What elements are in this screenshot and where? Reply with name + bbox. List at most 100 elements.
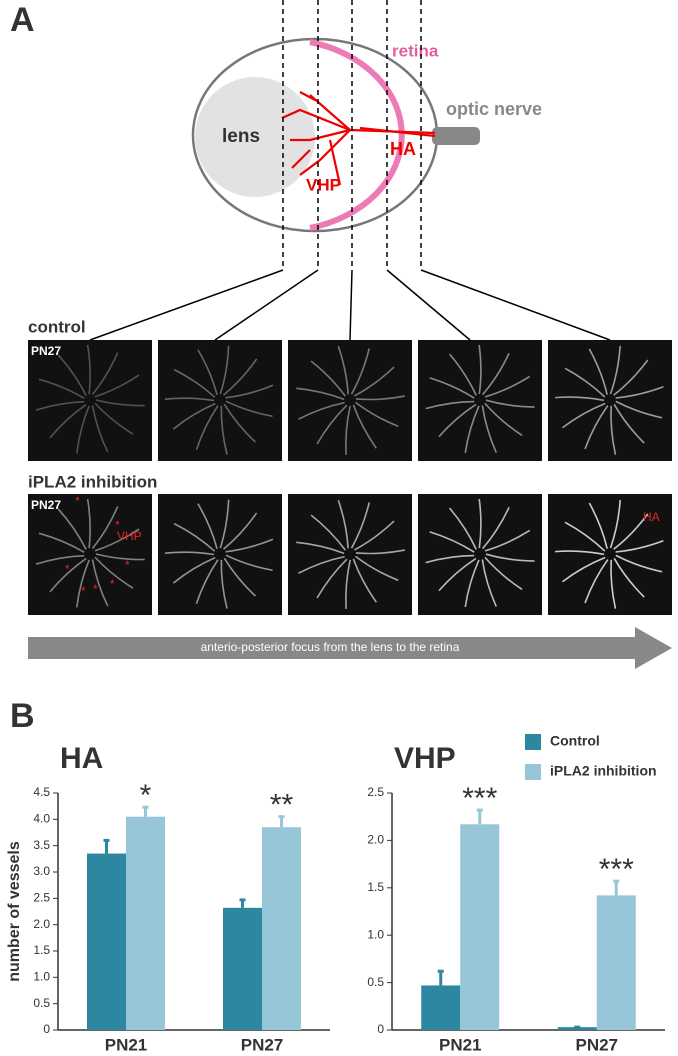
micrograph [158, 340, 282, 461]
y-tick-label: 2.0 [33, 917, 50, 931]
legend-swatch [525, 734, 541, 750]
vessel [35, 400, 85, 411]
focus-planes [282, 0, 422, 270]
vessels [281, 91, 436, 186]
y-tick-label: 1.0 [33, 970, 50, 984]
vessel [91, 559, 109, 607]
vessel [310, 514, 346, 551]
vessel [478, 498, 482, 549]
asterisks: * * * * * * * [65, 494, 130, 598]
vessel [355, 555, 399, 582]
vessel [57, 354, 87, 396]
chart-title: HA [60, 742, 103, 775]
bar [87, 853, 126, 1030]
vessel [95, 553, 145, 561]
vessel [220, 559, 228, 609]
vessel [164, 551, 215, 556]
micrograph [548, 340, 672, 461]
micrograph [288, 340, 412, 461]
vessel [350, 502, 371, 549]
vessel-pattern [296, 345, 406, 455]
vessel [91, 506, 119, 550]
vessel [219, 499, 230, 549]
vessel [345, 559, 351, 609]
y-tick-label: 4.5 [33, 785, 50, 799]
vessel [355, 401, 399, 428]
vessel [350, 348, 371, 395]
vessel [223, 403, 256, 443]
vessel [352, 404, 378, 449]
vessel [94, 556, 134, 589]
vessel-pattern [425, 344, 535, 454]
x-tick-label: PN27 [241, 1035, 284, 1054]
vessel [94, 374, 140, 398]
vessel [613, 359, 649, 396]
y-axis-label: number of vessels [6, 841, 23, 982]
vessel [588, 348, 608, 395]
vessel [615, 540, 664, 553]
vessel [554, 396, 605, 402]
vessel [613, 403, 645, 444]
significance: * [140, 779, 152, 812]
y-tick-label: 4.0 [33, 812, 50, 826]
y-tick-label: 0.5 [367, 975, 384, 989]
vessel [354, 520, 395, 551]
vessel [223, 358, 258, 396]
retina-label: retina [392, 41, 439, 60]
vessel [225, 384, 274, 399]
connectors [89, 269, 611, 341]
vhp-label: VHP [306, 175, 341, 194]
vessel [584, 559, 609, 604]
svg-text:*: * [125, 558, 130, 572]
vessel [464, 559, 480, 608]
vessel [345, 405, 351, 455]
svg-text:*: * [81, 584, 86, 598]
vessel [355, 549, 406, 555]
vessel [613, 513, 649, 550]
row-label: iPLA2 inhibition [28, 472, 157, 491]
optic-nerve [432, 127, 480, 145]
vessel [615, 554, 663, 573]
vessel [220, 405, 228, 455]
micrographs [28, 340, 672, 615]
vessel [94, 528, 140, 552]
vessel [91, 352, 119, 396]
vessel [482, 352, 510, 396]
vessel [478, 344, 482, 395]
vessel [609, 499, 621, 549]
vessel [91, 405, 109, 453]
vessel [588, 502, 608, 549]
vessel-pattern [35, 498, 145, 608]
vessel [164, 397, 215, 402]
vessel [173, 368, 216, 398]
vessel [438, 557, 477, 592]
vessel [615, 400, 663, 419]
vessel [613, 557, 645, 598]
vessel [75, 405, 90, 454]
micrograph [548, 494, 672, 615]
vessel-pattern [296, 499, 406, 609]
vessel [57, 508, 87, 550]
row-label: control [28, 317, 86, 336]
vessel [86, 498, 91, 549]
vessel [610, 559, 617, 609]
y-tick-label: 0 [377, 1022, 384, 1036]
svg-text:*: * [93, 582, 98, 596]
age-label: PN27 [31, 498, 61, 512]
vessel [38, 532, 85, 553]
micrograph [28, 340, 152, 461]
vessel [425, 554, 475, 564]
vessel [195, 405, 219, 450]
panel-label: A [10, 1, 35, 39]
y-tick-label: 3.0 [33, 864, 50, 878]
vessel [223, 512, 258, 550]
vessel [464, 405, 480, 454]
panel-label: B [10, 697, 35, 735]
vessel [75, 559, 90, 608]
vessel [316, 404, 348, 445]
bar [126, 816, 165, 1030]
vessel [584, 405, 609, 450]
y-tick-label: 0 [43, 1022, 50, 1036]
charts: HA number of vessels 0 0.5 1.0 1.5 2.0 2.5 3.0 3.… [6, 733, 665, 1054]
legend-swatch [525, 764, 541, 780]
